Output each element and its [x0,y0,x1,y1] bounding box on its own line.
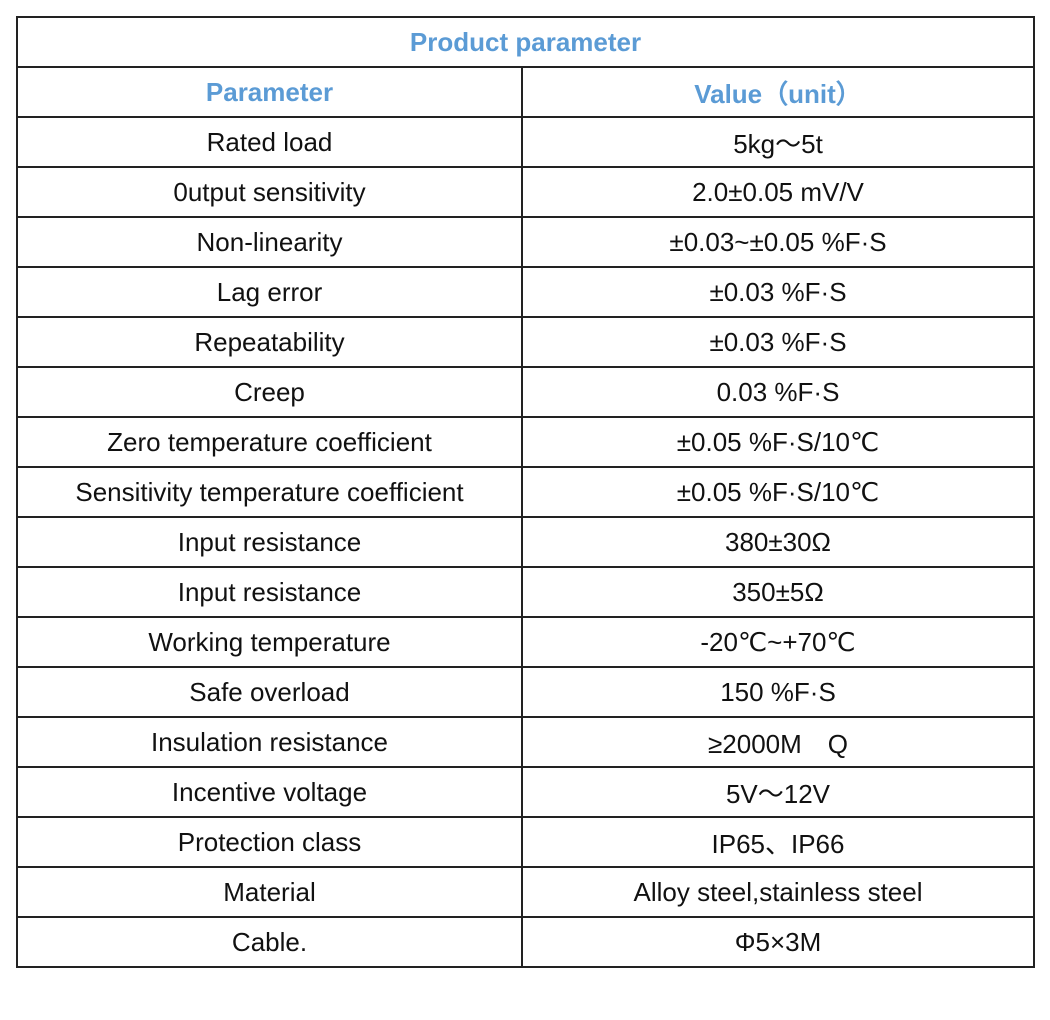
parameter-cell: Lag error [16,266,523,318]
parameter-cell: Material [16,866,523,918]
value-cell: Φ5×3M [521,916,1035,968]
parameter-cell: Sensitivity temperature coefficient [16,466,523,518]
table-row: Rated load 5kg～5t [16,116,1035,168]
parameter-cell: Incentive voltage [16,766,523,818]
parameter-cell: Protection class [16,816,523,868]
parameter-cell: Repeatability [16,316,523,368]
header-row: Parameter Value（unit） [16,66,1035,118]
value-cell: ±0.03 %F·S [521,266,1035,318]
parameter-cell: Insulation resistance [16,716,523,768]
table-row: Non-linearity ±0.03~±0.05 %F·S [16,216,1035,268]
parameter-cell: Working temperature [16,616,523,668]
parameter-cell: 0utput sensitivity [16,166,523,218]
value-cell: ±0.05 %F·S/10℃ [521,416,1035,468]
value-cell: ±0.03 %F·S [521,316,1035,368]
value-cell: 150 %F·S [521,666,1035,718]
table-row: Material Alloy steel,stainless steel [16,866,1035,918]
value-cell: 350±5Ω [521,566,1035,618]
table-body: Rated load 5kg～5t 0utput sensitivity 2.0±0.… [16,116,1035,968]
parameter-cell: Safe overload [16,666,523,718]
table-row: Repeatability ±0.03 %F·S [16,316,1035,368]
table-row: Cable. Φ5×3M [16,916,1035,968]
parameter-cell: Creep [16,366,523,418]
title-row: Product parameter [16,16,1035,68]
value-cell: 380±30Ω [521,516,1035,568]
parameter-cell: Zero temperature coefficient [16,416,523,468]
table-row: Input resistance 350±5Ω [16,566,1035,618]
column-header: Value（unit） [521,66,1035,118]
table-wrap: Product parameter Parameter Value（unit） … [16,16,1035,968]
value-cell: -20℃~+70℃ [521,616,1035,668]
parameter-cell: Rated load [16,116,523,168]
value-cell: ±0.03~±0.05 %F·S [521,216,1035,268]
value-cell: 2.0±0.05 mV/V [521,166,1035,218]
table-row: Incentive voltage 5V～12V [16,766,1035,818]
value-cell: 5V～12V [521,766,1035,818]
value-cell: ±0.05 %F·S/10℃ [521,466,1035,518]
table-row: Protection class IP65、IP66 [16,816,1035,868]
parameter-cell: Input resistance [16,566,523,618]
value-cell: Alloy steel,stainless steel [521,866,1035,918]
parameter-cell: Cable. [16,916,523,968]
value-cell: 0.03 %F·S [521,366,1035,418]
value-cell: 5kg～5t [521,116,1035,168]
table-row: Working temperature -20℃~+70℃ [16,616,1035,668]
table-row: Input resistance 380±30Ω [16,516,1035,568]
table-row: Sensitivity temperature coefficient ±0.05… [16,466,1035,518]
table-row: Zero temperature coefficient ±0.05 %F·S/1… [16,416,1035,468]
table-row: Safe overload 150 %F·S [16,666,1035,718]
value-cell: ≥2000M Q [521,716,1035,768]
parameter-cell: Non-linearity [16,216,523,268]
parameter-cell: Input resistance [16,516,523,568]
table-row: Insulation resistance ≥2000M Q [16,716,1035,768]
table-title: Product parameter [16,16,1035,68]
column-header: Parameter [16,66,523,118]
value-cell: IP65、IP66 [521,816,1035,868]
table-row: Lag error ±0.03 %F·S [16,266,1035,318]
table-row: Creep 0.03 %F·S [16,366,1035,418]
parameter-table: Product parameter Parameter Value（unit） … [16,16,1035,968]
table-row: 0utput sensitivity 2.0±0.05 mV/V [16,166,1035,218]
